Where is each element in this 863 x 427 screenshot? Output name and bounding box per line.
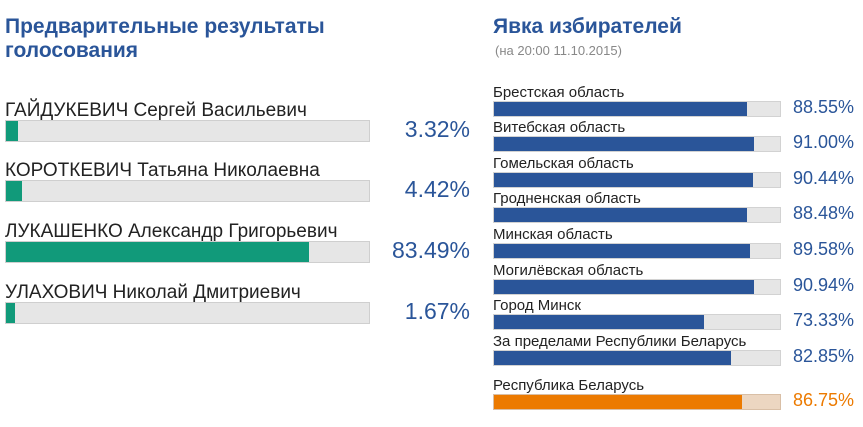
region-row: Брестская область 88.55% [493,84,858,120]
turnout-bar-track [493,207,781,223]
region-row: Витебская область 91.00% [493,119,858,155]
candidate-name: ГАЙДУКЕВИЧ Сергей Васильевич [5,100,307,121]
candidate-percent-label: 3.32% [404,116,470,142]
region-row: Гомельская область 90.44% [493,155,858,191]
candidate-name: КОРОТКЕВИЧ Татьяна Николаевна [5,160,320,181]
turnout-title: Явка избирателей [493,15,682,38]
region-name: Брестская область [493,84,625,101]
total-turnout-row: Республика Беларусь 86.75% [493,377,858,413]
region-name: Город Минск [493,297,581,314]
turnout-bar [494,351,731,365]
candidate-percent-label: 83.49% [391,237,470,263]
turnout-bar-track [493,172,781,188]
region-name: Республика Беларусь [493,377,645,394]
results-title: Предварительные результаты голосования [5,15,325,62]
turnout-percent-label: 90.44% [792,168,854,188]
turnout-bar [494,315,704,329]
turnout-percent-label: 88.48% [792,203,854,223]
candidate-row: ЛУКАШЕНКО Александр Григорьевич 83.49% [5,221,475,283]
turnout-bar [494,244,751,258]
candidate-bar [6,303,15,323]
region-name: Минская область [493,226,613,243]
candidate-bar [6,181,23,201]
region-row: Город Минск 73.33% [493,297,858,333]
turnout-percent-label: 91.00% [792,132,854,152]
turnout-bar [494,208,748,222]
candidate-percent-label: 1.67% [404,298,470,324]
turnout-bar [494,173,753,187]
region-name: Витебская область [493,119,626,136]
candidate-row: ГАЙДУКЕВИЧ Сергей Васильевич 3.32% [5,100,475,162]
region-row: Гродненская область 88.48% [493,190,858,226]
turnout-bar-track [493,394,781,410]
region-name: Гродненская область [493,190,641,207]
turnout-subtitle: (на 20:00 11.10.2015) [495,43,622,58]
turnout-bar-track [493,350,781,366]
candidate-name: УЛАХОВИЧ Николай Дмитриевич [5,282,301,303]
region-name: Могилёвская область [493,262,644,279]
candidate-row: УЛАХОВИЧ Николай Дмитриевич 1.67% [5,282,475,344]
region-row: Минская область 89.58% [493,226,858,262]
candidate-bar-track [5,120,370,142]
region-name: За пределами Республики Беларусь [493,333,747,350]
candidate-row: КОРОТКЕВИЧ Татьяна Николаевна 4.42% [5,160,475,222]
candidate-bar-track [5,241,370,263]
turnout-percent-label: 89.58% [792,239,854,259]
turnout-bar [494,280,755,294]
candidate-bar-track [5,302,370,324]
candidate-percent-label: 4.42% [404,176,470,202]
candidate-bar [6,121,19,141]
turnout-percent-label: 86.75% [792,390,854,410]
candidate-bar [6,242,310,262]
turnout-bar-track [493,136,781,152]
turnout-bar [494,395,743,409]
turnout-bar-track [493,314,781,330]
turnout-bar [494,137,755,151]
region-row: За пределами Республики Беларусь 82.85% [493,333,858,369]
turnout-percent-label: 88.55% [792,97,854,117]
turnout-bar-track [493,279,781,295]
turnout-percent-label: 90.94% [792,275,854,295]
region-row: Могилёвская область 90.94% [493,262,858,298]
turnout-percent-label: 73.33% [792,310,854,330]
turnout-bar-track [493,101,781,117]
candidate-name: ЛУКАШЕНКО Александр Григорьевич [5,221,338,242]
candidate-bar-track [5,180,370,202]
turnout-percent-label: 82.85% [792,346,854,366]
turnout-bar [494,102,748,116]
region-name: Гомельская область [493,155,634,172]
turnout-bar-track [493,243,781,259]
